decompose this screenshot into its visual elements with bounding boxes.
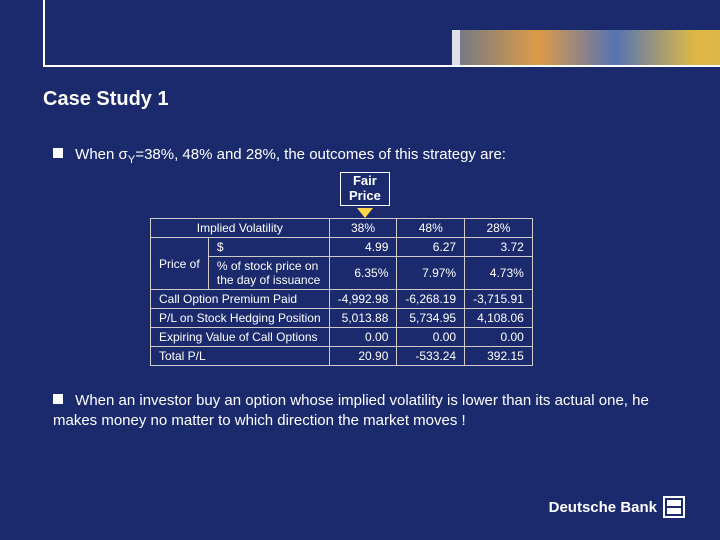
bullet-2-text: When an investor buy an option whose imp…: [53, 392, 649, 429]
row-label: Call Option Premium Paid: [151, 290, 330, 309]
slide-title: Case Study 1: [43, 88, 169, 111]
fair-price-box: Fair Price: [340, 172, 390, 206]
rule-vertical: [43, 0, 45, 65]
arrow-down-icon: [357, 208, 373, 218]
bullet-square-icon: [53, 394, 63, 404]
cell: 0.00: [329, 328, 397, 347]
cell: 4.99: [329, 238, 397, 257]
table-row: % of stock price onthe day of issuance 6…: [151, 257, 533, 290]
row-sublabel: % of stock price onthe day of issuance: [208, 257, 329, 290]
cell: -533.24: [397, 347, 465, 366]
table-row: P/L on Stock Hedging Position 5,013.88 5…: [151, 309, 533, 328]
cell: 20.90: [329, 347, 397, 366]
cell: -3,715.91: [465, 290, 533, 309]
cell: -6,268.19: [397, 290, 465, 309]
cell: 6.35%: [329, 257, 397, 290]
decorative-strip: [460, 30, 720, 65]
row-label: Expiring Value of Call Options: [151, 328, 330, 347]
outcomes-table: Implied Volatility 38% 48% 28% Price of …: [150, 218, 533, 366]
table-row: Total P/L 20.90 -533.24 392.15: [151, 347, 533, 366]
cell: 5,013.88: [329, 309, 397, 328]
row-label: Implied Volatility: [151, 219, 330, 238]
brand-name: Deutsche Bank: [549, 499, 657, 516]
bullet-1: When σY=38%, 48% and 28%, the outcomes o…: [53, 145, 506, 168]
cell: 4.73%: [465, 257, 533, 290]
table-row: Expiring Value of Call Options 0.00 0.00…: [151, 328, 533, 347]
bullet-square-icon: [53, 148, 63, 158]
cell: 0.00: [397, 328, 465, 347]
brand-logo: Deutsche Bank: [549, 496, 685, 518]
bullet-1-text: When σY=38%, 48% and 28%, the outcomes o…: [75, 146, 506, 163]
cell: 4,108.06: [465, 309, 533, 328]
cell: 392.15: [465, 347, 533, 366]
table-row: Call Option Premium Paid -4,992.98 -6,26…: [151, 290, 533, 309]
fair-line2: Price: [349, 189, 381, 204]
table-row: Price of $ 4.99 6.27 3.72: [151, 238, 533, 257]
table-row: Implied Volatility 38% 48% 28%: [151, 219, 533, 238]
cell: 38%: [329, 219, 397, 238]
cell: 6.27: [397, 238, 465, 257]
bullet-2: When an investor buy an option whose imp…: [53, 391, 670, 432]
cell: 5,734.95: [397, 309, 465, 328]
fair-price-callout: Fair Price: [340, 172, 390, 218]
brand-mark-icon: [663, 496, 685, 518]
cell: 48%: [397, 219, 465, 238]
fair-line1: Fair: [349, 174, 381, 189]
row-label: P/L on Stock Hedging Position: [151, 309, 330, 328]
cell: 3.72: [465, 238, 533, 257]
cell: 28%: [465, 219, 533, 238]
row-label: Price of: [151, 238, 209, 290]
row-label: Total P/L: [151, 347, 330, 366]
cell: 0.00: [465, 328, 533, 347]
row-sublabel: $: [208, 238, 329, 257]
rule-horizontal: [43, 65, 720, 67]
cell: -4,992.98: [329, 290, 397, 309]
cell: 7.97%: [397, 257, 465, 290]
